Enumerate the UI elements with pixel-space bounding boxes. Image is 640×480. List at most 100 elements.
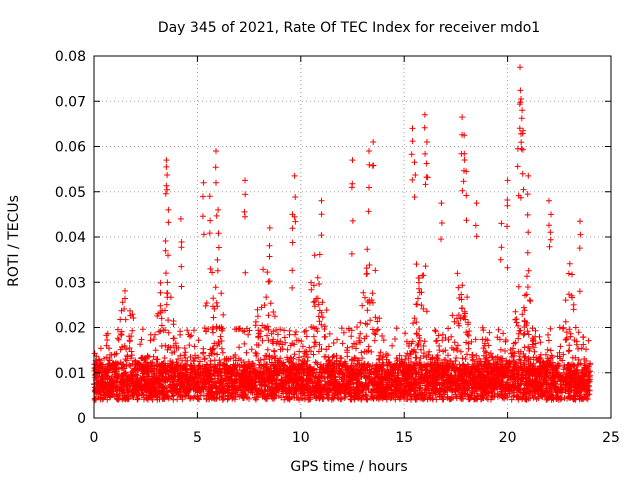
data-point: [227, 355, 234, 362]
data-point: [455, 284, 462, 291]
data-point: [473, 352, 480, 359]
data-point: [325, 343, 332, 350]
data-point: [179, 357, 186, 364]
data-point: [526, 297, 533, 303]
data-point: [126, 337, 133, 344]
data-point: [537, 339, 544, 346]
data-point: [553, 396, 560, 402]
data-point: [413, 319, 420, 326]
data-point: [201, 356, 208, 363]
data-point: [270, 309, 277, 315]
data-point: [433, 354, 440, 361]
data-point: [464, 351, 470, 358]
data-point: [465, 345, 472, 352]
data-point: [515, 335, 522, 342]
data-point: [214, 351, 221, 358]
data-point: [464, 294, 471, 301]
data-point: [106, 394, 113, 401]
data-point: [562, 318, 569, 325]
data-point: [263, 294, 270, 301]
data-point: [182, 355, 189, 361]
data-point: [374, 326, 381, 333]
grid: [94, 56, 611, 418]
data-point: [512, 339, 519, 346]
data-point: [139, 326, 146, 333]
data-point: [487, 350, 494, 357]
data-point: [368, 366, 375, 373]
data-point: [212, 284, 219, 291]
data-point: [137, 341, 144, 348]
data-point: [165, 344, 172, 350]
data-point: [413, 261, 420, 268]
data-point: [567, 330, 574, 337]
data-point: [419, 272, 426, 279]
data-point: [170, 335, 177, 342]
data-point: [121, 343, 128, 349]
data-point: [271, 313, 278, 320]
data-point: [326, 330, 333, 337]
data-point: [544, 346, 551, 353]
data-point: [414, 342, 421, 349]
data-point: [545, 331, 551, 338]
data-point: [177, 352, 184, 359]
data-point: [545, 337, 552, 344]
data-point: [557, 343, 564, 350]
data-point: [164, 346, 171, 353]
data-point: [252, 322, 259, 329]
data-point: [310, 351, 317, 358]
data-point: [422, 386, 429, 393]
data-point: [191, 343, 198, 350]
data-point: [383, 356, 390, 363]
data-point: [529, 341, 536, 348]
data-point: [500, 330, 507, 337]
data-point: [217, 333, 224, 340]
data-point: [489, 392, 496, 399]
data-point: [210, 303, 216, 310]
data-point: [195, 354, 202, 361]
data-point: [575, 329, 582, 336]
data-point: [339, 340, 346, 347]
data-point: [426, 348, 433, 355]
data-point: [423, 308, 430, 315]
data-point: [442, 335, 449, 341]
data-point: [545, 388, 551, 395]
data-point: [281, 334, 288, 341]
data-point: [138, 336, 145, 343]
data-point: [565, 348, 572, 355]
data-point: [569, 271, 575, 278]
data-point: [281, 327, 288, 334]
data-point: [157, 328, 164, 335]
data-point: [152, 347, 159, 354]
data-point: [308, 348, 314, 355]
data-point: [393, 325, 400, 332]
data-point: [253, 352, 260, 359]
data-point: [432, 327, 438, 334]
data-point: [376, 315, 383, 322]
data-point: [344, 353, 351, 360]
data-point: [338, 325, 345, 332]
data-point: [104, 337, 111, 343]
data-point: [337, 355, 344, 362]
data-point: [303, 333, 310, 340]
data-point: [435, 332, 442, 339]
data-point: [585, 337, 592, 344]
data-point: [299, 343, 306, 350]
data-point: [512, 308, 519, 315]
data-point: [532, 327, 539, 334]
data-point: [434, 357, 441, 364]
data-point: [181, 352, 188, 359]
data-point: [188, 332, 195, 339]
data-point: [340, 329, 347, 336]
data-point: [380, 337, 387, 344]
data-point: [210, 314, 217, 321]
data-point: [236, 344, 243, 351]
data-point: [371, 330, 378, 337]
data-point: [147, 331, 154, 338]
data-point: [566, 388, 572, 395]
data-point: [124, 353, 131, 360]
data-point: [165, 329, 172, 336]
data-point: [310, 282, 317, 289]
data-point: [220, 311, 227, 318]
